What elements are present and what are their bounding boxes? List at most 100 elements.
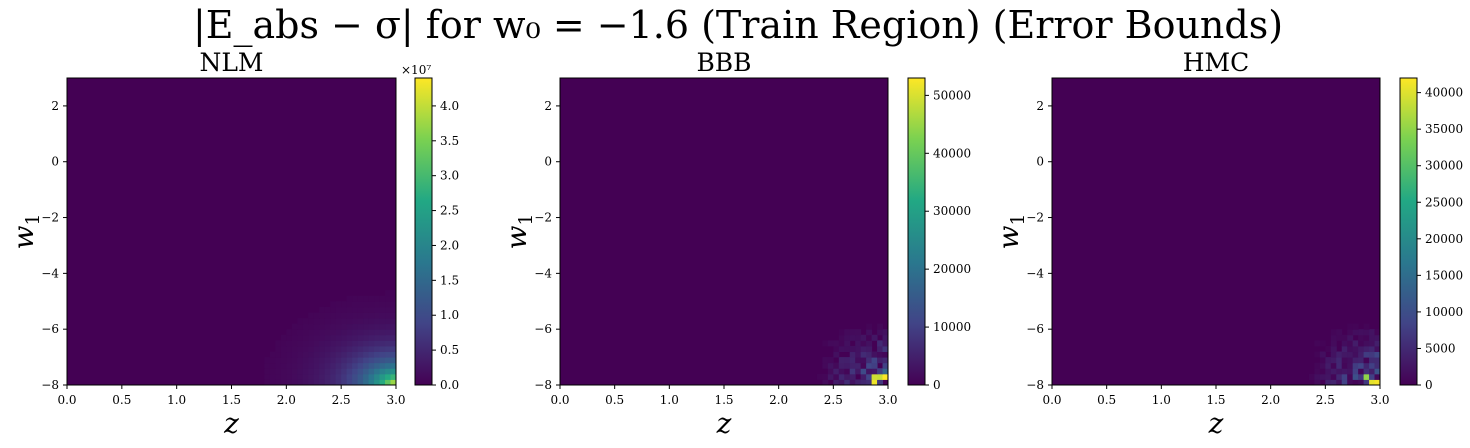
heatmap-cell	[280, 340, 287, 347]
heatmap-cell	[844, 379, 851, 386]
colorbar-tick-label: 4.0	[440, 99, 459, 113]
heatmap-cell	[877, 368, 884, 375]
heatmap-cell	[1341, 362, 1348, 369]
heatmap-cell	[866, 334, 873, 341]
heatmap-cell	[860, 345, 867, 353]
heatmap-cell	[385, 379, 392, 386]
heatmap-cell	[308, 334, 315, 341]
heatmap-cell	[379, 379, 386, 386]
y-axis-label: w1	[7, 213, 44, 249]
heatmap-cell	[308, 368, 315, 375]
heatmap-cell	[374, 318, 381, 325]
heatmap-cell	[324, 340, 331, 347]
heatmap-cell	[379, 362, 386, 369]
heatmap-cell	[313, 357, 320, 364]
heatmap-cell	[357, 340, 364, 347]
heatmap-cell	[313, 340, 320, 347]
y-tick-label: 0	[1036, 155, 1044, 169]
heatmap-cell	[1369, 368, 1376, 375]
heatmap-cell	[1314, 340, 1321, 347]
heatmap-cell	[368, 362, 375, 369]
heatmap-cell	[357, 323, 364, 330]
heatmap-cell	[352, 318, 359, 325]
heatmap-cell	[1347, 323, 1354, 330]
heatmap-cell	[275, 340, 282, 347]
heatmap-cell	[1369, 351, 1376, 358]
heatmap-cell	[1352, 368, 1359, 375]
heatmap-cell	[280, 357, 287, 364]
heatmap-cell	[1363, 340, 1370, 347]
heatmap-cell	[346, 357, 353, 364]
y-tick-label: 2	[1036, 99, 1044, 113]
colorbar-gradient	[907, 77, 926, 386]
heatmap-cell	[385, 340, 392, 347]
heatmap-cell	[286, 329, 293, 336]
heatmap-background	[560, 78, 888, 385]
y-tick-label: 2	[51, 99, 59, 113]
heatmap-cell	[330, 323, 337, 330]
y-tick-label: −8	[534, 378, 552, 392]
heatmap-cell	[849, 379, 856, 386]
heatmap-cell	[1314, 373, 1321, 380]
heatmap-cell	[335, 323, 342, 330]
heatmap-cells	[1052, 78, 1381, 386]
heatmap-cell	[363, 334, 370, 341]
heatmap-cell	[1358, 362, 1365, 369]
heatmap-cell	[379, 306, 386, 313]
heatmap-cell	[286, 373, 293, 380]
heatmap-cell	[882, 334, 889, 341]
heatmap-cell	[844, 362, 851, 369]
heatmap-cell	[877, 340, 884, 347]
heatmap-cell	[313, 368, 320, 375]
heatmap-cell	[341, 373, 348, 380]
heatmap-cell	[849, 362, 856, 369]
heatmap-cell	[871, 379, 878, 386]
heatmap-cell	[368, 357, 375, 364]
heatmap-cell	[324, 334, 331, 341]
heatmap-cell	[833, 362, 840, 369]
colorbar-tick-label: 20000	[933, 262, 971, 276]
heatmap-cell	[352, 340, 359, 347]
heatmap-cell	[390, 312, 397, 319]
heatmap-cell	[319, 362, 326, 369]
heatmap-cell	[302, 362, 309, 369]
heatmap-cell	[385, 301, 392, 308]
heatmap-cell	[877, 345, 884, 353]
y-tick-label: −8	[41, 378, 59, 392]
heatmap-cell	[352, 312, 359, 319]
heatmap-cell	[357, 306, 364, 313]
heatmap-cell	[374, 312, 381, 319]
heatmap-cell	[860, 362, 867, 369]
heatmap-cell	[833, 368, 840, 375]
heatmap-cell	[280, 362, 287, 369]
heatmap-cell	[385, 334, 392, 341]
heatmap-cell	[385, 345, 392, 353]
heatmap-cell	[1347, 345, 1354, 353]
heatmap-cell	[297, 340, 304, 347]
heatmap-cell	[1330, 340, 1337, 347]
heatmap-cell	[363, 318, 370, 325]
heatmap-cell	[1347, 362, 1354, 369]
heatmap-cell	[330, 362, 337, 369]
heatmap-cell	[1369, 334, 1376, 341]
heatmap-cell	[1374, 373, 1381, 380]
heatmap-cell	[291, 340, 298, 347]
heatmap-cell	[297, 323, 304, 330]
heatmap-cell	[297, 357, 304, 364]
x-tick-label: 0.0	[550, 393, 569, 407]
heatmap-cell	[319, 373, 326, 380]
heatmap-cell	[280, 379, 287, 386]
heatmap-cell	[1358, 351, 1365, 358]
heatmap-cell	[822, 373, 829, 380]
heatmap-cell	[368, 306, 375, 313]
heatmap-cell	[286, 362, 293, 369]
heatmap-cell	[882, 351, 889, 358]
heatmap-cell	[324, 318, 331, 325]
heatmap-cell	[280, 334, 287, 341]
heatmap-cell	[308, 329, 315, 336]
y-tick-label: −2	[41, 211, 59, 225]
heatmap-cell	[1319, 357, 1326, 364]
heatmap-cell	[319, 329, 326, 336]
panel-title: NLM	[199, 48, 263, 77]
heatmap-cell	[357, 362, 364, 369]
